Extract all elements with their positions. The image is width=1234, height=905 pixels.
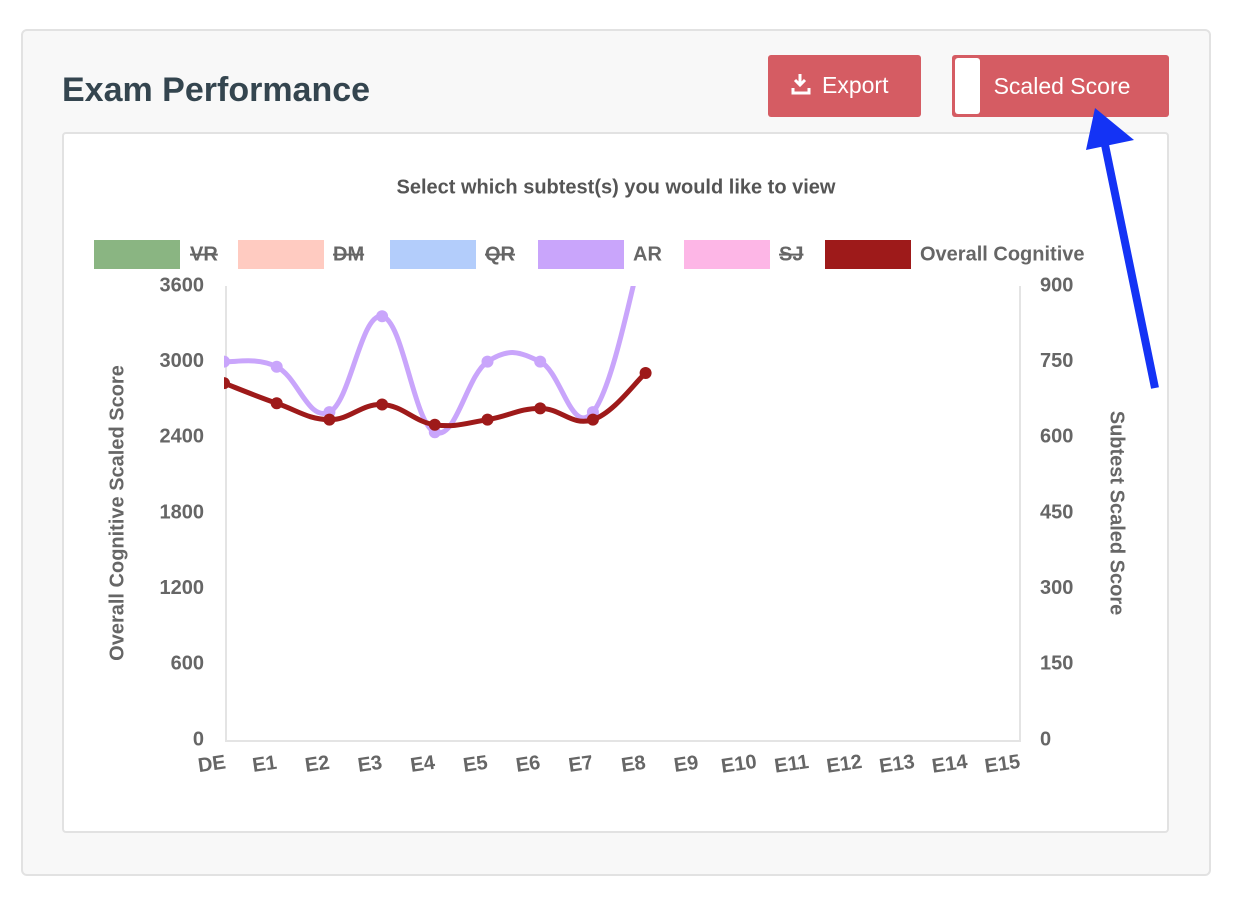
data-point — [224, 355, 230, 368]
data-point — [270, 360, 283, 373]
data-point — [639, 367, 652, 380]
data-point — [534, 402, 547, 415]
toggle-label: Scaled Score — [994, 73, 1131, 99]
y-tick-label: 1800 — [160, 501, 205, 523]
data-point — [428, 418, 441, 431]
y2-tick-label: 600 — [1040, 426, 1073, 448]
x-tick-label: E6 — [514, 752, 541, 777]
legend-item[interactable]: QR — [390, 240, 516, 269]
x-tick-label: E9 — [673, 752, 700, 777]
data-point — [270, 397, 283, 410]
legend-label: VR — [190, 243, 218, 265]
chart-panel — [62, 132, 1169, 833]
y2-tick-label: 0 — [1040, 728, 1051, 750]
x-tick-label: E10 — [720, 751, 758, 778]
plot — [224, 286, 652, 439]
scaled-score-toggle[interactable]: Scaled Score — [952, 55, 1169, 117]
legend-item[interactable]: SJ — [684, 240, 803, 269]
x-tick-label: DE — [197, 751, 228, 777]
x-tick-label: E13 — [878, 751, 916, 778]
legend-label: DM — [333, 243, 364, 265]
x-tick-label: E12 — [825, 751, 863, 778]
legend-swatch — [94, 240, 180, 269]
y-tick-label: 0 — [193, 728, 204, 750]
data-point — [376, 398, 389, 411]
chart-title: Select which subtest(s) you would like t… — [397, 176, 836, 198]
y2-tick-label: 900 — [1040, 274, 1073, 296]
x-tick-label: E2 — [304, 752, 331, 777]
y2-tick-label: 150 — [1040, 653, 1073, 675]
y-tick-label: 3000 — [160, 350, 205, 372]
y-tick-label: 600 — [171, 653, 204, 675]
legend-swatch — [538, 240, 624, 269]
legend-label: Overall Cognitive — [920, 243, 1085, 265]
x-tick-label: E4 — [409, 752, 437, 777]
legend-label: QR — [485, 243, 516, 265]
page-title: Exam Performance — [62, 71, 370, 109]
x-tick-label: E7 — [567, 752, 594, 777]
x-tick-label: E14 — [931, 751, 970, 778]
x-tick-label: E8 — [620, 752, 647, 777]
x-tick-label: E15 — [983, 751, 1021, 778]
y2-tick-label: 300 — [1040, 577, 1073, 599]
y-tick-label: 2400 — [160, 426, 205, 448]
export-button[interactable]: Export — [768, 55, 921, 117]
x-tick-label: E3 — [356, 752, 383, 777]
data-point — [376, 310, 389, 323]
data-point — [586, 413, 599, 426]
legend-swatch — [684, 240, 770, 269]
data-point — [323, 413, 336, 426]
legend-item[interactable]: AR — [538, 240, 662, 269]
export-label: Export — [822, 72, 889, 98]
legend-label: AR — [633, 243, 662, 265]
legend-label: SJ — [779, 243, 803, 265]
data-point — [534, 355, 547, 368]
legend-swatch — [825, 240, 911, 269]
data-point — [481, 413, 494, 426]
x-tick-label: E5 — [462, 752, 489, 777]
x-tick-label: E1 — [251, 752, 278, 777]
legend-swatch — [238, 240, 324, 269]
y2-tick-label: 750 — [1040, 350, 1073, 372]
annotation-arrow — [1086, 108, 1159, 389]
legend-item[interactable]: DM — [238, 240, 364, 269]
legend-swatch — [390, 240, 476, 269]
data-point — [481, 355, 494, 368]
y-tick-label: 3600 — [160, 274, 205, 296]
legend-item[interactable]: Overall Cognitive — [825, 240, 1085, 269]
data-point — [224, 377, 230, 390]
legend-item[interactable]: VR — [94, 240, 218, 269]
y2-axis-title: Subtest Scaled Score — [1106, 411, 1128, 616]
x-tick-label: E11 — [773, 751, 810, 778]
y2-tick-label: 450 — [1040, 501, 1073, 523]
y-axis-title: Overall Cognitive Scaled Score — [106, 365, 128, 661]
y-tick-label: 1200 — [160, 577, 205, 599]
